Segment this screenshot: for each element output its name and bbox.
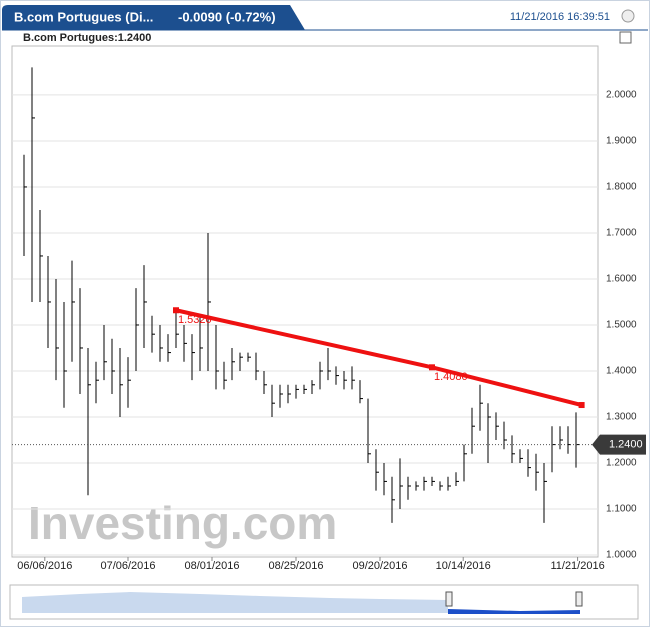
y-tick-label: 1.5000 <box>606 320 637 331</box>
y-tick-label: 1.0000 <box>606 550 637 561</box>
navigator-handle[interactable] <box>575 591 583 607</box>
y-tick-label: 1.9000 <box>606 136 637 147</box>
y-tick-label: 1.1000 <box>606 504 637 515</box>
minimize-button[interactable] <box>619 31 632 44</box>
plot-area <box>11 45 599 558</box>
y-tick-label: 2.0000 <box>606 90 637 101</box>
legend-label: B.com Portugues:1.2400 <box>23 32 151 44</box>
y-tick-label: 1.3000 <box>606 412 637 423</box>
navigator-selection[interactable] <box>448 609 580 614</box>
last-price-badge <box>592 434 646 455</box>
x-tick-label: 11/21/2016 <box>550 560 604 572</box>
x-tick-label: 08/25/2016 <box>268 560 323 572</box>
x-tick-label: 08/01/2016 <box>184 560 239 572</box>
x-tick-label: 06/06/2016 <box>17 560 72 572</box>
header-time: 11/21/2016 16:39:51 <box>510 11 610 23</box>
x-tick-label: 09/20/2016 <box>352 560 407 572</box>
y-tick-label: 1.8000 <box>606 182 637 193</box>
y-tick-label: 1.6000 <box>606 274 637 285</box>
trendline-label: 1.5320 <box>178 314 212 326</box>
x-tick-label: 10/14/2016 <box>436 560 491 572</box>
x-tick-label: 07/06/2016 <box>100 560 155 572</box>
navigator-handle[interactable] <box>445 591 453 607</box>
y-tick-label: 1.2000 <box>606 458 637 469</box>
trendline-label: 1.4080 <box>434 371 468 383</box>
title-tab <box>2 5 305 30</box>
header-title: B.com Portugues (Di... <box>14 9 153 24</box>
watermark: Investing.com <box>28 497 337 549</box>
trendline-point <box>578 402 585 409</box>
navigator-area <box>22 592 448 613</box>
trendline-point <box>429 364 435 371</box>
header-change: -0.0090 (-0.72%) <box>178 9 276 24</box>
y-tick-label: 1.7000 <box>606 228 637 239</box>
y-tick-label: 1.4000 <box>606 366 637 377</box>
trendline-point <box>173 307 179 314</box>
close-button[interactable] <box>621 9 635 23</box>
last-price-label: 1.2400 <box>609 439 643 451</box>
